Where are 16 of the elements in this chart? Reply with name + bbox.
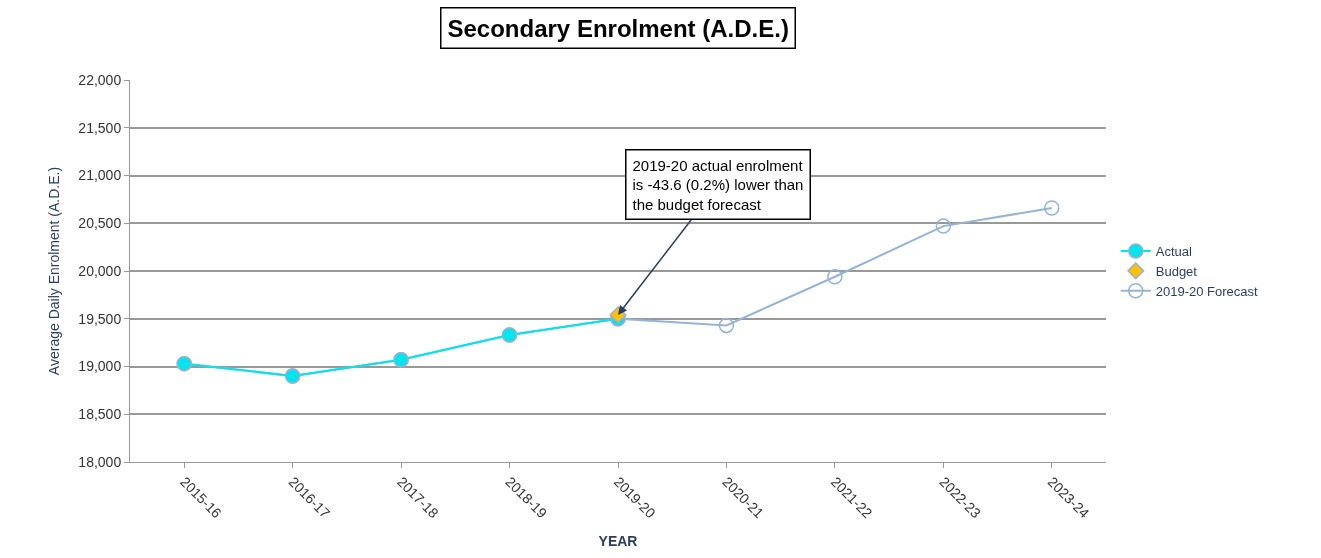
annotation: 2019-20 actual enrolment is -43.6 (0.2%) lower than the budget forecast xyxy=(632,156,804,213)
y-tick-label: 22,000 xyxy=(78,71,122,88)
x-axis-title: YEAR xyxy=(598,532,638,549)
y-axis-title: Average Daily Enrolment (A.D.E.) xyxy=(45,166,62,376)
y-tick-label: 18,500 xyxy=(78,406,122,423)
y-tick-label: 20,500 xyxy=(78,215,122,232)
legend-label: Budget xyxy=(1155,263,1198,279)
y-tick-label: 21,500 xyxy=(78,119,122,136)
y-tick-label: 20,000 xyxy=(78,262,122,279)
legend-label: Actual xyxy=(1155,244,1192,260)
chart-title: Secondary Enrolment (A.D.E.) xyxy=(447,14,789,42)
y-tick-label: 18,000 xyxy=(78,453,122,470)
y-tick-label: 21,000 xyxy=(78,167,122,184)
y-tick-label: 19,000 xyxy=(78,358,122,375)
legend-label: 2019-20 Forecast xyxy=(1155,283,1259,299)
y-tick-label: 19,500 xyxy=(78,310,122,327)
